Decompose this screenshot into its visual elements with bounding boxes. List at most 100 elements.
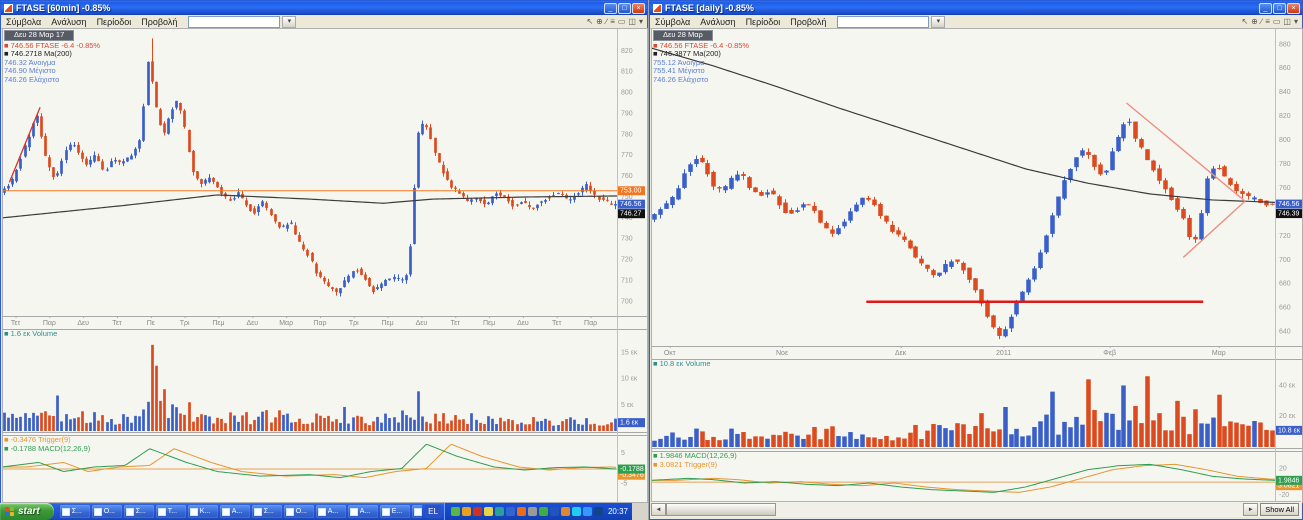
tray-icon-11[interactable] <box>560 507 570 516</box>
minimize-button[interactable]: _ <box>604 2 617 14</box>
show-all-button[interactable]: Show All <box>1260 503 1299 516</box>
macd-legend-line: ■ -0.3476 Trigger(9) <box>4 435 71 444</box>
menu-item-Περίοδοι[interactable]: Περίοδοι <box>96 16 132 27</box>
volume-legend: ■ 10.8 εκ Volume <box>653 359 711 368</box>
legend-line: 755.12 Άνοιγμα <box>653 57 705 67</box>
taskbar-window-button[interactable]: Π... <box>411 505 423 518</box>
close-button[interactable]: × <box>632 2 645 14</box>
scroll-track[interactable] <box>666 503 1243 516</box>
chart-window-daily: FTASE [daily] -0.85% _ □ × Σύμβολα Ανάλυσ… <box>649 0 1303 520</box>
tray-icon-10[interactable] <box>549 507 559 516</box>
macd-legend-line: ■ 3.0821 Trigger(9) <box>653 459 718 469</box>
chart-legend: Δευ 28 Μαρ ■ 746.56 FTASE -6.4 -0.85% ■ 74… <box>653 30 749 84</box>
window-title: FTASE [60min] -0.85% <box>16 3 111 13</box>
symbol-dropdown-button[interactable]: ▾ <box>282 15 297 28</box>
pointer-icon[interactable]: ↖ <box>586 17 594 26</box>
menubar: Σύμβολα Ανάλυση Περίοδοι Προβολή ▾ ↖ ⊕ ∕ ≡ ▭ ◫ ▾ <box>650 15 1302 29</box>
taskbar-window-button[interactable]: Α... <box>315 505 346 518</box>
window-icon <box>317 507 326 516</box>
window-title: FTASE [daily] -0.85% <box>665 3 754 13</box>
taskbar-clock: 20:37 <box>607 507 628 516</box>
menu-item-Σύμβολα[interactable]: Σύμβολα <box>6 16 42 27</box>
scroll-thumb[interactable] <box>666 503 776 516</box>
legend-line: ■ 746.3877 Ma(200) <box>653 49 721 58</box>
indicator-icon[interactable]: ≡ <box>610 17 615 26</box>
taskbar-window-button[interactable]: Ο... <box>91 505 122 518</box>
tray-icon-4[interactable] <box>483 507 493 516</box>
scroll-right-icon[interactable]: ► <box>1243 503 1259 516</box>
tray-icon-8[interactable] <box>527 507 537 516</box>
grid-icon[interactable]: ▭ <box>1272 17 1281 26</box>
symbol-input[interactable] <box>188 15 281 28</box>
pointer-icon[interactable]: ↖ <box>1241 17 1249 26</box>
macd-legend: ■ 1.9846 MACD(12,26,9) ■ 3.0821 Trigger(9… <box>653 451 737 469</box>
grid-icon[interactable]: ▭ <box>617 17 626 26</box>
titlebar[interactable]: FTASE [60min] -0.85% _ □ × <box>1 1 647 15</box>
taskbar-window-button[interactable]: Σ... <box>251 505 282 518</box>
horizontal-scrollbar[interactable]: ◄ ► Show All <box>651 501 1301 517</box>
tray-icon-2[interactable] <box>461 507 471 516</box>
crosshair-icon[interactable]: ⊕ <box>1251 17 1258 26</box>
menu-item-Ανάλυση[interactable]: Ανάλυση <box>51 16 87 27</box>
chart-canvas-daily[interactable] <box>651 28 1303 503</box>
window-icon <box>157 507 166 516</box>
taskbar-window-button[interactable]: Ο... <box>283 505 314 518</box>
trendline-icon[interactable]: ∕ <box>605 17 608 26</box>
titlebar[interactable]: FTASE [daily] -0.85% _ □ × <box>650 1 1302 15</box>
start-button[interactable]: start <box>0 503 54 520</box>
taskbar-window-button[interactable]: Σ... <box>59 505 90 518</box>
window-icon[interactable]: ◫ <box>628 17 636 26</box>
chart-canvas-60min[interactable] <box>2 28 648 520</box>
tray-icon-12[interactable] <box>571 507 581 516</box>
trendline-icon[interactable]: ∕ <box>1260 17 1263 26</box>
restore-button[interactable]: □ <box>1273 2 1286 14</box>
scroll-left-icon[interactable]: ◄ <box>651 503 666 516</box>
save-icon[interactable]: ▾ <box>1293 17 1298 26</box>
tray-icon-7[interactable] <box>516 507 526 516</box>
indicator-icon[interactable]: ≡ <box>1265 17 1270 26</box>
crosshair-icon[interactable]: ⊕ <box>596 17 603 26</box>
volume-legend: ■ 1.6 εκ Volume <box>4 329 58 338</box>
menu-item-Ανάλυση[interactable]: Ανάλυση <box>700 16 736 27</box>
tray-icon-13[interactable] <box>582 507 592 516</box>
menu-item-Σύμβολα[interactable]: Σύμβολα <box>655 16 691 27</box>
date-label: Δευ 28 Μαρ 17 <box>4 30 75 41</box>
taskbar-window-button[interactable]: Κ... <box>187 505 218 518</box>
taskbar-window-button[interactable]: Ε... <box>379 505 410 518</box>
taskbar-window-button[interactable]: Α... <box>347 505 378 518</box>
chart-window-60min: FTASE [60min] -0.85% _ □ × Σύμβολα Ανάλυσ… <box>0 0 648 520</box>
legend-line: 746.90 Μέγιστο <box>4 66 56 75</box>
symbol-dropdown-button[interactable]: ▾ <box>931 15 946 28</box>
tray-icon-6[interactable] <box>505 507 515 516</box>
menubar: Σύμβολα Ανάλυση Περίοδοι Προβολή ▾ ↖ ⊕ ∕ ≡ ▭ ◫ ▾ <box>1 15 647 29</box>
save-icon[interactable]: ▾ <box>638 17 643 26</box>
restore-button[interactable]: □ <box>618 2 631 14</box>
date-label: Δευ 28 Μαρ <box>653 30 713 41</box>
close-button[interactable]: × <box>1287 2 1300 14</box>
tray-icon-3[interactable] <box>472 507 482 516</box>
taskbar-window-button[interactable]: Τ... <box>155 505 186 518</box>
menu-item-Περίοδοι[interactable]: Περίοδοι <box>745 16 781 27</box>
language-indicator[interactable]: EL <box>425 505 441 518</box>
menu-item-Προβολή[interactable]: Προβολή <box>141 16 178 27</box>
menu-item-Προβολή[interactable]: Προβολή <box>790 16 827 27</box>
window-icon[interactable]: ◫ <box>1283 17 1291 26</box>
minimize-button[interactable]: _ <box>1259 2 1272 14</box>
taskbar-window-button[interactable]: Σ... <box>123 505 154 518</box>
legend-line: 755.41 Μέγιστο <box>653 66 705 75</box>
window-icon <box>125 507 134 516</box>
macd-legend: ■ -0.3476 Trigger(9) ■ -0.1788 MACD(12,26… <box>4 435 91 453</box>
legend-line: 746.26 Ελάχιστο <box>4 74 60 84</box>
macd-legend-line: ■ -0.1788 MACD(12,26,9) <box>4 443 91 453</box>
tray-icon-5[interactable] <box>494 507 504 516</box>
tray-icon-9[interactable] <box>538 507 548 516</box>
tray-icon-1[interactable] <box>450 507 460 516</box>
taskbar-window-button[interactable]: Α... <box>219 505 250 518</box>
legend-line: ■ 746.56 FTASE -6.4 -0.85% <box>653 40 750 50</box>
symbol-input[interactable] <box>837 15 930 28</box>
chart-legend: Δευ 28 Μαρ 17 ■ 746.56 FTASE -6.4 -0.85% ■… <box>4 30 100 84</box>
tray-icon-14[interactable] <box>593 507 603 516</box>
app-icon <box>653 3 662 13</box>
window-icon <box>189 507 198 516</box>
